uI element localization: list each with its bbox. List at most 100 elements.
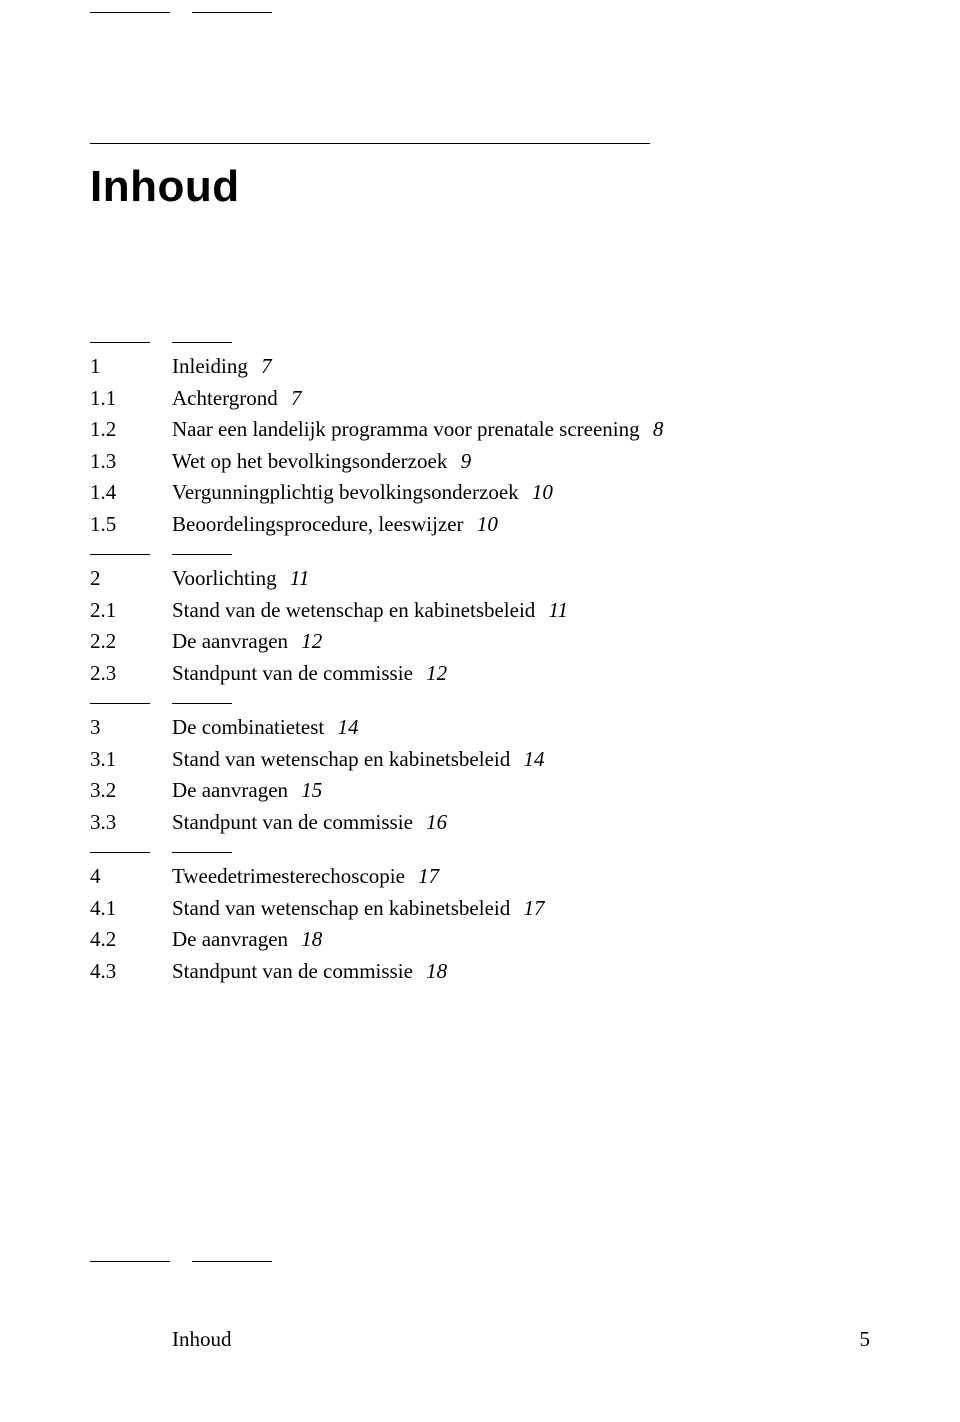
toc-entry-title: Standpunt van de commissie <box>172 810 413 834</box>
toc-entry-page: 10 <box>477 512 498 536</box>
toc-entry-text: Achtergrond 7 <box>172 383 870 415</box>
toc-row: 3.1Stand van wetenschap en kabinetsbelei… <box>90 744 870 776</box>
toc-row: 4.3Standpunt van de commissie 18 <box>90 956 870 988</box>
toc-entry-text: De aanvragen 12 <box>172 626 870 658</box>
toc-entry-title: Tweedetrimesterechoscopie <box>172 864 405 888</box>
toc-entry-text: Stand van wetenschap en kabinetsbeleid 1… <box>172 744 870 776</box>
toc-entry-text: Naar een landelijk programma voor prenat… <box>172 414 870 446</box>
toc-row: 1.4Vergunningplichtig bevolkingsonderzoe… <box>90 477 870 509</box>
toc-row: 4Tweedetrimesterechoscopie 17 <box>90 861 870 893</box>
toc-row: 1Inleiding 7 <box>90 351 870 383</box>
toc-entry-text: Standpunt van de commissie 18 <box>172 956 870 988</box>
toc-row: 1.5Beoordelingsprocedure, leeswijzer 10 <box>90 509 870 541</box>
toc-entry-page: 12 <box>301 629 322 653</box>
section-rule <box>90 554 870 555</box>
section-rule <box>90 852 870 853</box>
toc-entry-number: 4 <box>90 861 172 893</box>
toc-entry-text: Wet op het bevolkingsonderzoek 9 <box>172 446 870 478</box>
toc-entry-title: De aanvragen <box>172 629 288 653</box>
toc-entry-number: 1.4 <box>90 477 172 509</box>
toc-entry-text: Stand van wetenschap en kabinetsbeleid 1… <box>172 893 870 925</box>
toc-entry-number: 2.2 <box>90 626 172 658</box>
toc-entry-text: De aanvragen 18 <box>172 924 870 956</box>
toc-entry-page: 16 <box>426 810 447 834</box>
toc-entry-number: 1.3 <box>90 446 172 478</box>
toc-entry-number: 2.3 <box>90 658 172 690</box>
toc-entry-page: 8 <box>653 417 664 441</box>
section-rule <box>90 342 870 343</box>
toc-entry-text: De aanvragen 15 <box>172 775 870 807</box>
toc-entry-title: Wet op het bevolkingsonderzoek <box>172 449 447 473</box>
toc-entry-number: 1.5 <box>90 509 172 541</box>
toc-entry-page: 7 <box>291 386 302 410</box>
toc-entry-page: 7 <box>261 354 272 378</box>
toc-row: 4.2De aanvragen 18 <box>90 924 870 956</box>
page: Inhoud 1Inleiding 71.1Achtergrond 71.2Na… <box>0 0 960 1422</box>
toc-row: 2Voorlichting 11 <box>90 563 870 595</box>
toc-row: 1.1Achtergrond 7 <box>90 383 870 415</box>
toc-entry-title: Vergunningplichtig bevolkingsonderzoek <box>172 480 519 504</box>
toc-entry-page: 18 <box>301 927 322 951</box>
toc-entry-number: 3.1 <box>90 744 172 776</box>
toc-entry-title: Voorlichting <box>172 566 277 590</box>
toc-row: 1.3Wet op het bevolkingsonderzoek 9 <box>90 446 870 478</box>
toc-entry-page: 17 <box>418 864 439 888</box>
toc-row: 2.2De aanvragen 12 <box>90 626 870 658</box>
toc-entry-number: 4.1 <box>90 893 172 925</box>
toc-entry-page: 12 <box>426 661 447 685</box>
toc-entry-number: 1.1 <box>90 383 172 415</box>
toc-entry-title: De aanvragen <box>172 927 288 951</box>
toc-entry-number: 1.2 <box>90 414 172 446</box>
toc-row: 2.3Standpunt van de commissie 12 <box>90 658 870 690</box>
toc-entry-title: Standpunt van de commissie <box>172 661 413 685</box>
top-rule <box>90 0 870 13</box>
toc-entry-number: 3 <box>90 712 172 744</box>
toc-entry-title: Achtergrond <box>172 386 278 410</box>
toc-entry-page: 17 <box>523 896 544 920</box>
toc-entry-page: 10 <box>532 480 553 504</box>
toc-entry-text: Vergunningplichtig bevolkingsonderzoek 1… <box>172 477 870 509</box>
toc-entry-page: 15 <box>301 778 322 802</box>
toc-row: 3De combinatietest 14 <box>90 712 870 744</box>
toc-row: 1.2Naar een landelijk programma voor pre… <box>90 414 870 446</box>
toc-entry-number: 2.1 <box>90 595 172 627</box>
page-title: Inhoud <box>90 162 870 212</box>
toc-entry-page: 11 <box>290 566 309 590</box>
toc-entry-text: Tweedetrimesterechoscopie 17 <box>172 861 870 893</box>
footer-label: Inhoud <box>172 1327 232 1352</box>
toc-entry-number: 1 <box>90 351 172 383</box>
toc-entry-text: Beoordelingsprocedure, leeswijzer 10 <box>172 509 870 541</box>
title-rule <box>90 143 650 144</box>
footer-page-number: 5 <box>860 1327 871 1352</box>
section-rule <box>90 703 870 704</box>
toc-row: 3.2De aanvragen 15 <box>90 775 870 807</box>
toc-entry-title: Stand van wetenschap en kabinetsbeleid <box>172 747 510 771</box>
title-block: Inhoud <box>90 143 870 212</box>
toc-entry-title: De combinatietest <box>172 715 324 739</box>
toc-entry-page: 14 <box>337 715 358 739</box>
bottom-rule <box>90 1261 272 1262</box>
toc-entry-number: 2 <box>90 563 172 595</box>
footer: Inhoud 5 <box>172 1327 870 1352</box>
toc-entry-number: 4.2 <box>90 924 172 956</box>
toc-row: 4.1Stand van wetenschap en kabinetsbelei… <box>90 893 870 925</box>
toc-entry-title: Stand van wetenschap en kabinetsbeleid <box>172 896 510 920</box>
toc-entry-title: Naar een landelijk programma voor prenat… <box>172 417 640 441</box>
toc-entry-text: Voorlichting 11 <box>172 563 870 595</box>
toc-row: 2.1Stand van de wetenschap en kabinetsbe… <box>90 595 870 627</box>
toc-entry-title: Stand van de wetenschap en kabinetsbelei… <box>172 598 535 622</box>
toc-entry-title: Inleiding <box>172 354 248 378</box>
toc-entry-number: 4.3 <box>90 956 172 988</box>
toc-entry-title: De aanvragen <box>172 778 288 802</box>
toc-entry-title: Standpunt van de commissie <box>172 959 413 983</box>
toc-entry-text: Standpunt van de commissie 16 <box>172 807 870 839</box>
toc-entry-page: 14 <box>523 747 544 771</box>
toc-entry-page: 11 <box>549 598 568 622</box>
toc-entry-number: 3.2 <box>90 775 172 807</box>
toc-entry-text: Inleiding 7 <box>172 351 870 383</box>
toc-entry-page: 18 <box>426 959 447 983</box>
toc-entry-text: Stand van de wetenschap en kabinetsbelei… <box>172 595 870 627</box>
toc-entry-page: 9 <box>461 449 472 473</box>
toc-entry-text: Standpunt van de commissie 12 <box>172 658 870 690</box>
toc-entry-text: De combinatietest 14 <box>172 712 870 744</box>
